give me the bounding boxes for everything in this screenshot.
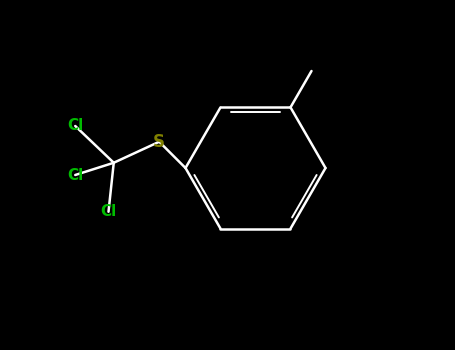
Text: Cl: Cl xyxy=(67,119,83,133)
Text: S: S xyxy=(153,133,165,151)
Text: Cl: Cl xyxy=(101,204,116,219)
Text: Cl: Cl xyxy=(67,168,83,182)
